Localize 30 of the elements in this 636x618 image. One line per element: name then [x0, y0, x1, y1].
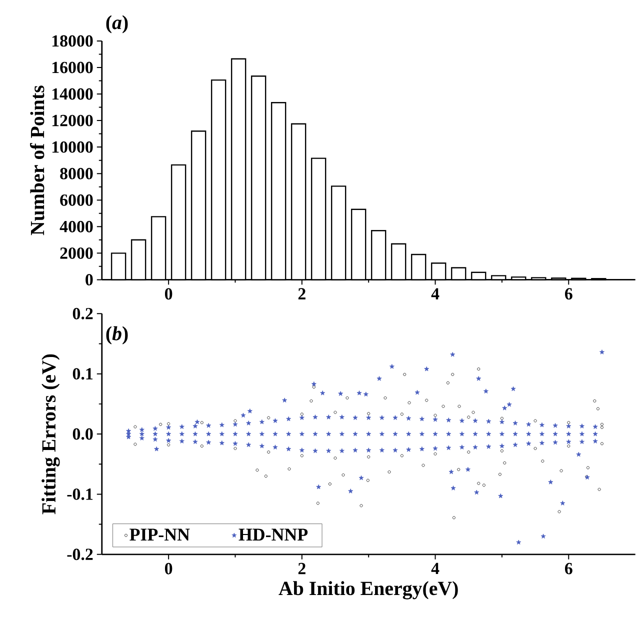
- y-axis-title: Number of Points: [30, 85, 44, 235]
- x-tick-label: 6: [564, 288, 572, 300]
- annotation: (b): [106, 326, 128, 344]
- y-tick-label: 10000: [52, 141, 93, 153]
- y-tick-label: 0.1: [72, 368, 93, 380]
- y-axis-title: Fitting Errors (eV): [42, 354, 60, 514]
- y-tick-label: 16000: [52, 62, 93, 74]
- x-tick-label: 0: [164, 288, 172, 300]
- x-tick-label: 0: [164, 562, 172, 574]
- x-tick-label: 2: [298, 562, 306, 574]
- y-tick-label: 0: [86, 274, 93, 286]
- y-tick-label: 8000: [60, 168, 93, 180]
- y-tick-label: 2000: [60, 247, 93, 259]
- y-tick-label: 4000: [60, 220, 93, 232]
- x-tick-label: 2: [298, 288, 306, 300]
- legend-label: PIP-NN: [130, 528, 190, 540]
- y-tick-label: 14000: [52, 88, 93, 100]
- x-tick-label: 6: [564, 562, 572, 574]
- y-tick-label: 12000: [52, 114, 93, 126]
- text: (a): [106, 15, 128, 34]
- legend-label: HD-NNP: [238, 528, 308, 540]
- x-tick-label: 4: [431, 562, 440, 574]
- y-tick-label: 18000: [52, 35, 93, 47]
- y-tick-label: 6000: [60, 194, 93, 206]
- y-tick-label: 0.2: [72, 308, 93, 320]
- y-tick-label: -0.2: [67, 548, 93, 560]
- y-tick-label: 0.0: [72, 428, 93, 440]
- x-tick-label: 4: [431, 288, 440, 300]
- x-axis-title: Ab Initio Energy(eV): [278, 580, 458, 600]
- y-tick-label: -0.1: [67, 488, 93, 500]
